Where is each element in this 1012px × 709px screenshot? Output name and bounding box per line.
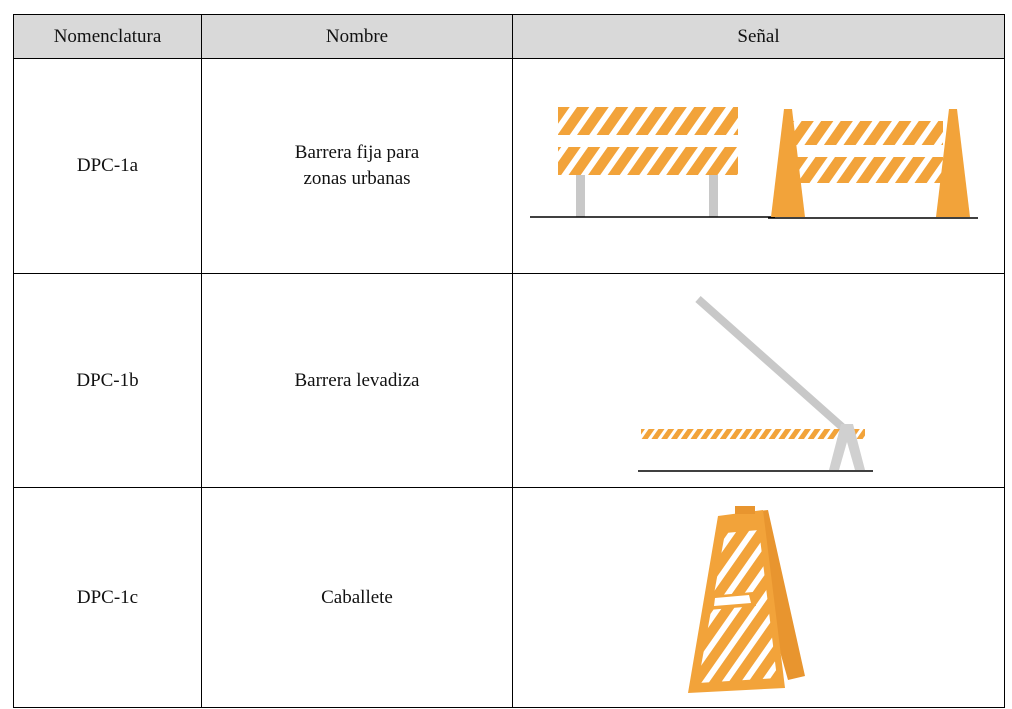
sign-cell	[512, 273, 1005, 488]
header-cell: Nombre	[201, 14, 513, 59]
name-line: Barrera fija para	[294, 142, 420, 163]
row: DPC-1c Caballete	[13, 487, 1005, 708]
header-row: Nomenclatura Nombre Señal	[13, 14, 1005, 59]
header-cell: Nomenclatura	[13, 14, 202, 59]
lift-barrier-icon	[638, 296, 873, 472]
row: DPC-1b Barrera levadiza	[13, 273, 1005, 488]
row: DPC-1a Barrera fija para zonas urbanas	[13, 58, 1005, 274]
name-line: zonas urbanas	[303, 168, 411, 189]
signal-table: Nomenclatura Nombre Señal DPC-1a Barrera…	[13, 14, 1005, 708]
sawhorse-icon	[688, 506, 805, 693]
code-cell: DPC-1b	[13, 273, 202, 488]
code-cell: DPC-1c	[13, 487, 202, 708]
fixed-barrier-icon	[530, 107, 978, 219]
name-line: Barrera levadiza	[294, 369, 420, 391]
name-cell: Barrera levadiza	[201, 273, 513, 488]
name-cell: Barrera fija para zonas urbanas	[201, 58, 513, 274]
name-line: Caballete	[321, 586, 393, 608]
sign-cell	[512, 487, 1005, 708]
sign-cell	[512, 58, 1005, 274]
name-cell: Caballete	[201, 487, 513, 708]
header-cell: Señal	[512, 14, 1005, 59]
code-cell: DPC-1a	[13, 58, 202, 274]
